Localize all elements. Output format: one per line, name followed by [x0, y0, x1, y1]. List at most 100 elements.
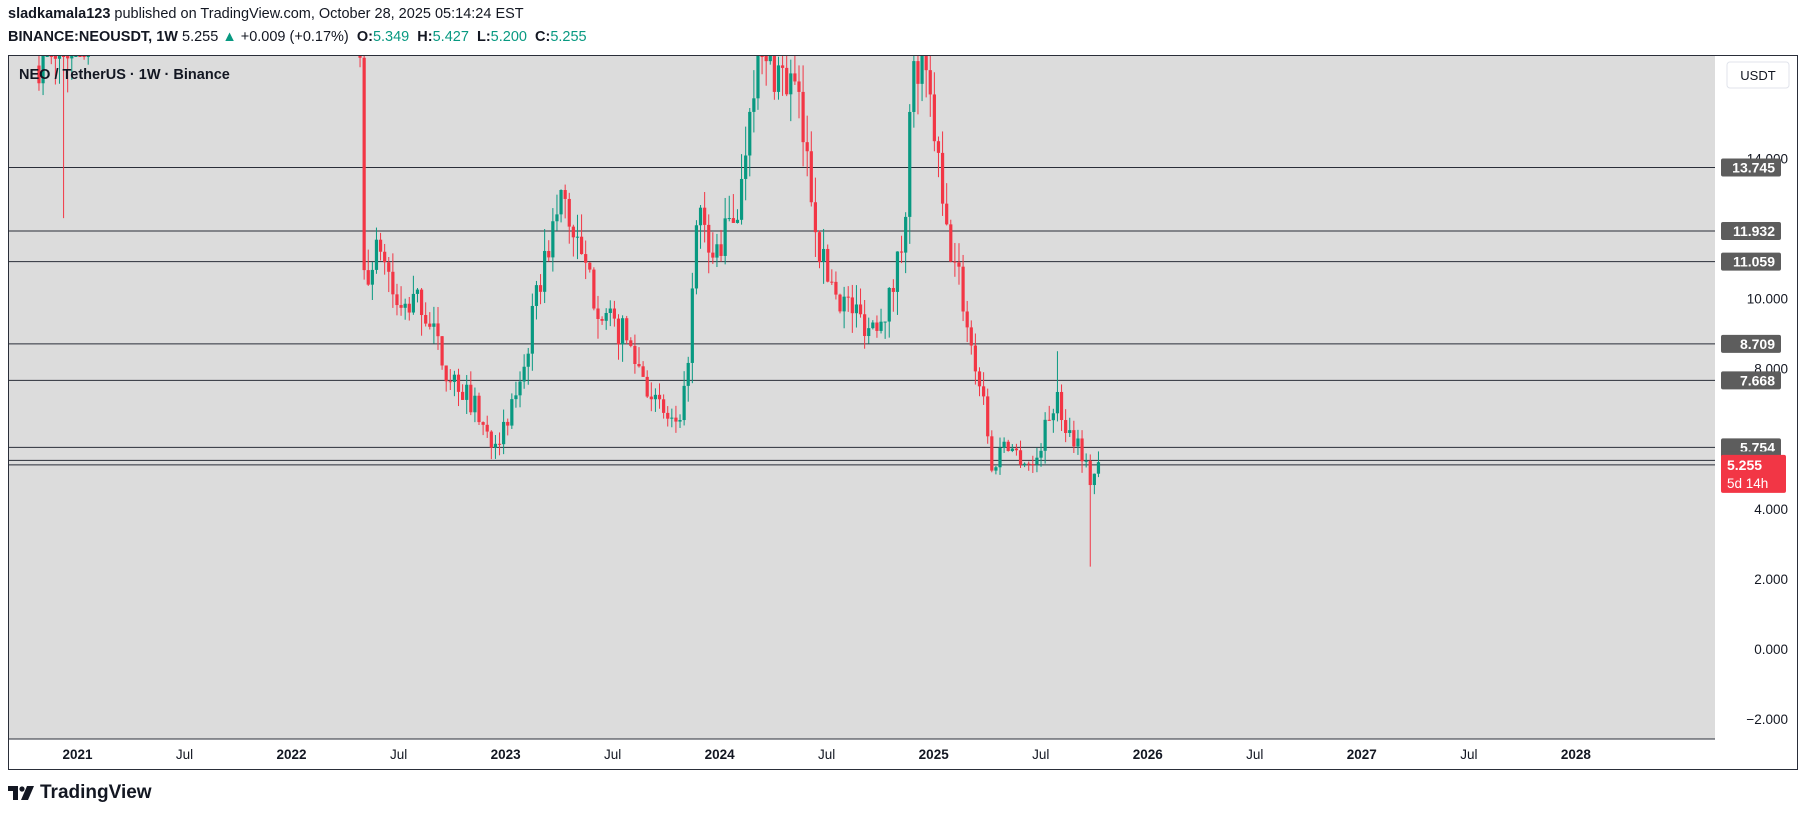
tradingview-logo[interactable]: TradingView [8, 782, 152, 804]
candle-body-97 [703, 207, 707, 225]
candle-body-59 [547, 251, 551, 258]
chart-canvas[interactable]: 2021 Jul 2022 Jul 2023 Jul 2024 Jul 2025 Jul 2026 J… [9, 56, 1797, 769]
candle-body-26 [411, 293, 415, 313]
candle-body-40 [469, 384, 473, 413]
chart-frame[interactable]: 2021 Jul 2022 Jul 2023 Jul 2024 Jul 2025 Jul 2026 J… [8, 55, 1798, 770]
x-tick-label-12: 2027 [1347, 747, 1377, 762]
candle-body-166 [986, 396, 990, 437]
candle-body-18 [378, 239, 383, 252]
candle-body-130 [838, 294, 842, 312]
candle-body-65 [571, 226, 575, 238]
plot-background[interactable] [9, 56, 1715, 739]
candle-body-180 [1043, 419, 1047, 451]
x-tick-label-6: 2024 [705, 747, 736, 762]
x-tick-label-13: Jul [1460, 747, 1477, 762]
candle-body-68 [584, 254, 588, 263]
candle-body-77 [620, 318, 625, 345]
candle-body-109 [752, 98, 756, 112]
candle-body-19 [383, 251, 387, 263]
candle-body-108 [748, 111, 752, 156]
candle-body-121 [801, 91, 805, 143]
countdown-label: 5d 14h [1727, 476, 1768, 491]
candle-body-117 [785, 67, 789, 95]
candle-body-170 [1002, 441, 1006, 448]
candle-body-189 [1080, 438, 1084, 462]
candle-body-12 [86, 56, 90, 57]
tradingview-logo-icon [8, 786, 34, 800]
candle-body-90 [674, 417, 678, 422]
candle-body-111 [760, 56, 764, 57]
candle-body-76 [616, 318, 621, 345]
candle-body-182 [1051, 413, 1055, 421]
candle-body-143 [891, 287, 895, 292]
candle-body-89 [670, 417, 674, 419]
candle-body-106 [739, 178, 744, 220]
y-tick-label-4: 2.000 [1754, 572, 1788, 587]
candle-body-167 [990, 436, 994, 471]
x-tick-label-3: Jul [390, 747, 407, 762]
candle-body-6 [61, 56, 66, 57]
candle-body-13 [358, 56, 362, 58]
candle-body-44 [485, 424, 489, 432]
currency-button[interactable]: USDT [1726, 61, 1790, 89]
candle-body-67 [579, 236, 584, 255]
candle-body-64 [567, 198, 571, 227]
candle-body-51 [514, 395, 518, 400]
candle-body-184 [1059, 391, 1064, 421]
candle-body-161 [965, 311, 969, 328]
candle-body-27 [415, 289, 420, 294]
candle-body-14 [362, 57, 366, 271]
candle-body-33 [440, 336, 444, 366]
level-label-2: 11.059 [1733, 254, 1775, 270]
candle-body-150 [920, 56, 924, 84]
candle-body-94 [690, 288, 694, 363]
candle-body-186 [1068, 430, 1072, 434]
candle-body-86 [657, 394, 662, 400]
publisher-name[interactable]: sladkamala123 [8, 6, 111, 22]
candle-body-60 [551, 221, 555, 258]
candle-body-181 [1047, 419, 1051, 421]
level-label-bg-3 [1721, 334, 1781, 353]
x-tick-label-4: 2023 [491, 747, 522, 762]
candle-body-5 [57, 56, 62, 59]
candle-body-125 [817, 232, 822, 262]
candle-body-31 [432, 323, 436, 327]
x-tick-label-10: 2026 [1133, 747, 1164, 762]
level-label-0: 13.745 [1732, 159, 1775, 175]
ohlc-open: O:5.349 [356, 29, 410, 45]
candle-body-4 [53, 56, 57, 59]
candle-body-152 [928, 70, 932, 95]
published-text: published on TradingView.com, October 28… [114, 6, 524, 22]
candle-body-120 [797, 81, 801, 92]
candle-body-62 [559, 190, 563, 215]
chart-legend-title: NEO / TetherUS · 1W · Binance [19, 67, 230, 83]
candle-body-169 [998, 447, 1002, 468]
candle-body-25 [407, 303, 411, 313]
candle-body-153 [932, 94, 936, 142]
candle-body-45 [489, 431, 493, 448]
time-axis-bg [9, 739, 1715, 769]
level-label-1: 11.932 [1733, 223, 1775, 239]
candle-body-52 [518, 381, 522, 396]
time-axis: 2021 Jul 2022 Jul 2023 Jul 2024 Jul 2025 Jul 2026 J… [9, 739, 1715, 769]
candle-body-103 [727, 218, 731, 220]
level-labels: 13.74511.93211.0598.7097.6685.7545.3855.… [1721, 158, 1786, 493]
candle-body-187 [1072, 430, 1076, 447]
candle-body-154 [936, 141, 941, 153]
candle-body-157 [949, 224, 953, 262]
candle-body-73 [604, 312, 608, 321]
x-tick-label-9: Jul [1032, 747, 1049, 762]
candle-body-69 [588, 262, 592, 270]
candle-body-15 [366, 270, 370, 285]
level-label-bg-4 [1721, 371, 1781, 390]
candle-body-0 [37, 65, 41, 84]
candle-body-192 [1092, 473, 1096, 486]
candle-body-173 [1014, 448, 1019, 451]
candle-body-151 [924, 56, 928, 71]
candle-body-133 [850, 297, 854, 314]
publish-info: sladkamala123 published on TradingView.c… [8, 6, 524, 22]
candle-body-84 [649, 396, 653, 400]
y-tick-label-6: −2.000 [1746, 712, 1788, 727]
candle-body-172 [1010, 448, 1014, 452]
candle-body-118 [789, 73, 793, 95]
